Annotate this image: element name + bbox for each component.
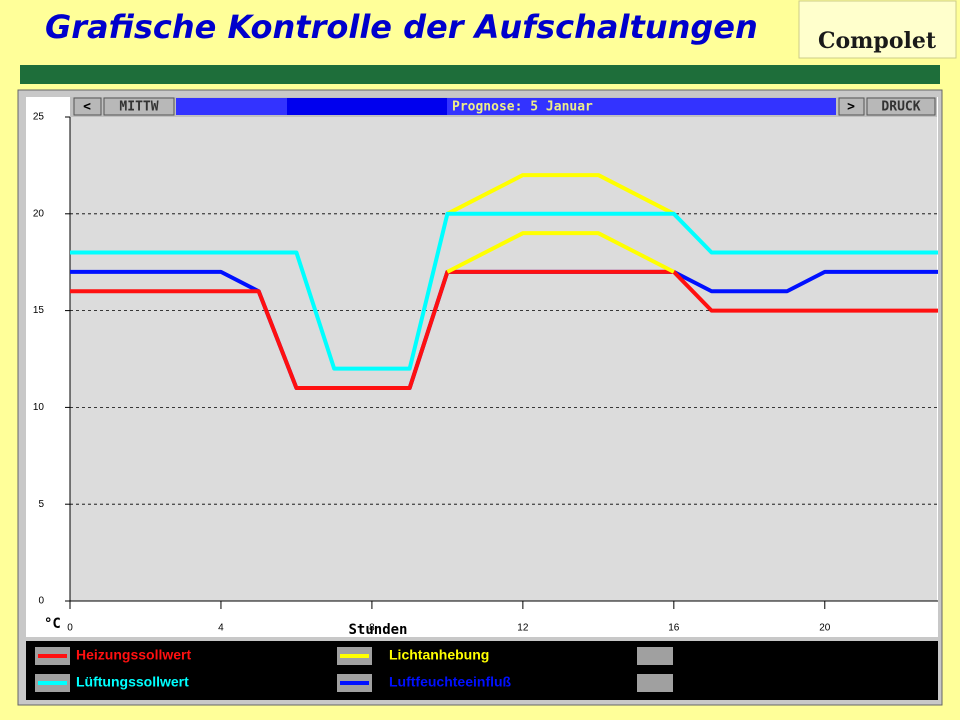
x-tick-label: 16 — [668, 623, 680, 634]
y-tick-label: 0 — [38, 596, 44, 607]
logo-box — [798, 0, 957, 59]
x-tick-label: 4 — [218, 623, 224, 634]
legend-label: Lichtanhebung — [389, 647, 489, 663]
plot-area — [70, 117, 937, 601]
x-tick-label: 12 — [517, 623, 529, 634]
day-button[interactable] — [103, 97, 175, 116]
x-tick-label: 0 — [67, 623, 73, 634]
legend-label: Lüftungssollwert — [76, 674, 189, 690]
x-tick-label: 8 — [369, 623, 375, 634]
y-tick-label: 25 — [33, 112, 45, 123]
page-title: Grafische Kontrolle der Aufschaltungen — [45, 8, 758, 46]
series-line — [446, 173, 675, 216]
print-label: DRUCK — [881, 100, 920, 115]
forecast-label: Prognose: 5 Januar — [452, 100, 593, 115]
series-line — [70, 211, 938, 371]
series-line — [446, 231, 675, 274]
y-tick-label: 5 — [38, 499, 44, 510]
day-label: MITTW — [119, 100, 158, 115]
empty-slot[interactable] — [637, 674, 673, 692]
next-button[interactable] — [838, 97, 865, 116]
legend-label: Heizungssollwert — [76, 647, 191, 663]
x-tick-label: 20 — [819, 623, 831, 634]
y-tick-label: 15 — [33, 305, 45, 316]
series-line — [70, 269, 938, 391]
empty-slot[interactable] — [637, 647, 673, 665]
next-label: > — [847, 100, 855, 115]
print-button[interactable] — [866, 97, 936, 116]
legend-label: Luftfeuchteeinfluß — [389, 674, 512, 690]
y-tick-label: 10 — [33, 402, 45, 413]
forecast-highlight — [287, 98, 447, 115]
prev-button[interactable] — [73, 97, 102, 116]
y-unit: °C — [44, 616, 61, 632]
y-tick-label: 20 — [33, 208, 45, 219]
green-bar — [20, 65, 940, 84]
prev-label: < — [83, 100, 91, 115]
x-axis-label: Stunden — [348, 622, 407, 638]
legend-panel — [26, 641, 938, 700]
logo: Compolet — [818, 28, 937, 54]
